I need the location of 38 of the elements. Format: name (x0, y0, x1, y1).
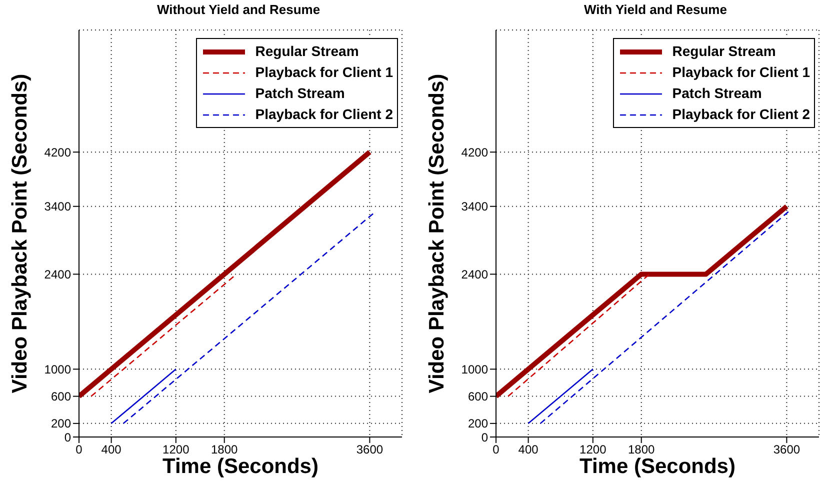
y-axis-title: Video Playback Point (Seconds) (8, 74, 32, 394)
y-tick-label: 2400 (44, 267, 72, 282)
y-tick-label: 2400 (461, 267, 488, 282)
x-tick-label: 0 (492, 442, 500, 457)
legend-label: Patch Stream (255, 84, 345, 103)
legend-label: Playback for Client 1 (672, 63, 810, 82)
y-tick-label: 0 (64, 430, 72, 444)
legend-label: Patch Stream (672, 84, 762, 103)
x-axis-title: Time (Seconds) (580, 455, 736, 478)
y-tick-label: 4200 (44, 145, 72, 160)
x-axis-title: Time (Seconds) (162, 455, 318, 478)
chart-title: Without Yield and Resume (156, 2, 322, 17)
legend-label: Playback for Client 2 (672, 105, 810, 124)
legend-label: Playback for Client 2 (255, 105, 393, 124)
x-tick-label: 400 (101, 442, 122, 457)
y-tick-label: 1000 (461, 362, 488, 376)
y-tick-label: 3400 (44, 200, 72, 214)
y-tick-label: 200 (468, 416, 488, 431)
x-tick-label: 1800 (628, 442, 656, 457)
x-tick-label: 3600 (356, 442, 384, 457)
legend-label: Regular Stream (255, 42, 359, 61)
x-tick-label: 1200 (580, 442, 607, 457)
y-tick-label: 200 (50, 416, 72, 431)
y-tick-label: 600 (50, 390, 72, 404)
y-tick-label: 1000 (44, 362, 72, 376)
x-tick-label: 3600 (773, 442, 800, 457)
x-tick-label: 1200 (162, 442, 190, 457)
y-tick-label: 3400 (461, 200, 488, 214)
legend-label: Regular Stream (672, 42, 776, 61)
y-tick-label: 0 (481, 430, 488, 444)
y-tick-label: 4200 (461, 145, 488, 160)
x-tick-label: 1800 (211, 442, 238, 457)
chart-title: With Yield and Resume (583, 2, 728, 17)
legend-label: Playback for Client 1 (255, 63, 393, 82)
y-tick-label: 600 (468, 390, 488, 404)
x-tick-label: 0 (76, 442, 83, 457)
x-tick-label: 400 (518, 442, 539, 457)
y-axis-title: Video Playback Point (Seconds) (425, 74, 448, 394)
